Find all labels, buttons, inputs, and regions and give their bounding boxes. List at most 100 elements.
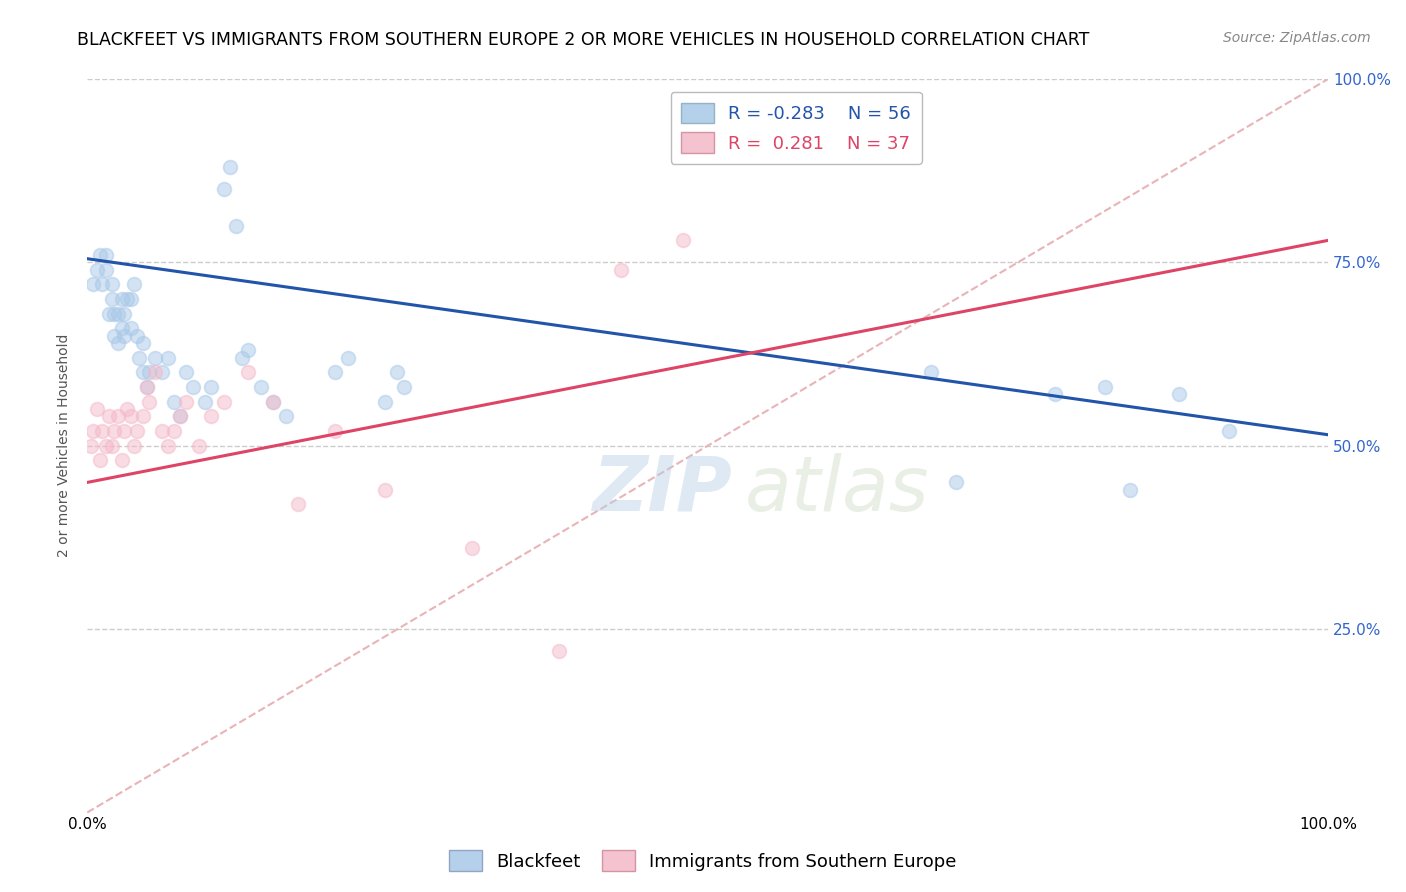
Legend: Blackfeet, Immigrants from Southern Europe: Blackfeet, Immigrants from Southern Euro… <box>443 843 963 879</box>
Point <box>176 394 198 409</box>
Point <box>107 409 129 424</box>
Point <box>262 394 284 409</box>
Point <box>115 292 138 306</box>
Point <box>103 328 125 343</box>
Point <box>125 424 148 438</box>
Point <box>150 365 173 379</box>
Point <box>374 483 396 497</box>
Point <box>101 277 124 292</box>
Point <box>138 365 160 379</box>
Point <box>145 365 167 379</box>
Point <box>132 336 155 351</box>
Point <box>107 336 129 351</box>
Point <box>112 328 135 343</box>
Point <box>125 328 148 343</box>
Point <box>212 394 235 409</box>
Point <box>945 475 967 490</box>
Point <box>91 277 114 292</box>
Point <box>115 402 138 417</box>
Point <box>1043 387 1066 401</box>
Point <box>181 380 204 394</box>
Point <box>107 307 129 321</box>
Point <box>86 262 108 277</box>
Point <box>194 394 217 409</box>
Point <box>135 380 157 394</box>
Point <box>169 409 191 424</box>
Point <box>82 277 104 292</box>
Text: ZIP: ZIP <box>593 453 733 527</box>
Point <box>262 394 284 409</box>
Point <box>231 351 253 365</box>
Point <box>169 409 191 424</box>
Point <box>200 409 222 424</box>
Point <box>124 277 146 292</box>
Point <box>374 394 396 409</box>
Point <box>111 453 134 467</box>
Point <box>101 439 124 453</box>
Point <box>163 394 186 409</box>
Point <box>82 424 104 438</box>
Point <box>120 409 142 424</box>
Point <box>274 409 297 424</box>
Point <box>187 439 209 453</box>
Point <box>103 424 125 438</box>
Point <box>200 380 222 394</box>
Y-axis label: 2 or more Vehicles in Household: 2 or more Vehicles in Household <box>58 334 72 558</box>
Point <box>1168 387 1191 401</box>
Text: Source: ZipAtlas.com: Source: ZipAtlas.com <box>1223 31 1371 45</box>
Point <box>111 292 134 306</box>
Point <box>325 424 347 438</box>
Point <box>287 498 309 512</box>
Point <box>89 248 111 262</box>
Point <box>120 292 142 306</box>
Point <box>98 409 121 424</box>
Point <box>672 233 695 247</box>
Point <box>1218 424 1240 438</box>
Point <box>145 351 167 365</box>
Point <box>98 307 121 321</box>
Point <box>94 439 117 453</box>
Point <box>138 394 160 409</box>
Point <box>150 424 173 438</box>
Point <box>461 541 484 556</box>
Point <box>176 365 198 379</box>
Point <box>135 380 157 394</box>
Point <box>103 307 125 321</box>
Point <box>610 262 633 277</box>
Point <box>89 453 111 467</box>
Text: atlas: atlas <box>745 453 929 527</box>
Point <box>920 365 942 379</box>
Point <box>1118 483 1140 497</box>
Point <box>124 439 146 453</box>
Point <box>336 351 359 365</box>
Point <box>112 424 135 438</box>
Point <box>128 351 150 365</box>
Legend: R = -0.283    N = 56, R =  0.281    N = 37: R = -0.283 N = 56, R = 0.281 N = 37 <box>671 92 922 164</box>
Point <box>547 644 569 658</box>
Point <box>94 248 117 262</box>
Point <box>80 439 103 453</box>
Point <box>250 380 273 394</box>
Point <box>111 321 134 335</box>
Point <box>392 380 415 394</box>
Point <box>238 343 260 358</box>
Point <box>212 182 235 196</box>
Point <box>156 351 179 365</box>
Point <box>225 219 247 233</box>
Point <box>132 365 155 379</box>
Point <box>163 424 186 438</box>
Point <box>112 307 135 321</box>
Point <box>218 160 240 174</box>
Point <box>120 321 142 335</box>
Point <box>1094 380 1116 394</box>
Point <box>86 402 108 417</box>
Point <box>94 262 117 277</box>
Point <box>156 439 179 453</box>
Point <box>238 365 260 379</box>
Point <box>325 365 347 379</box>
Point <box>387 365 409 379</box>
Point <box>132 409 155 424</box>
Point <box>91 424 114 438</box>
Point <box>101 292 124 306</box>
Text: BLACKFEET VS IMMIGRANTS FROM SOUTHERN EUROPE 2 OR MORE VEHICLES IN HOUSEHOLD COR: BLACKFEET VS IMMIGRANTS FROM SOUTHERN EU… <box>77 31 1090 49</box>
